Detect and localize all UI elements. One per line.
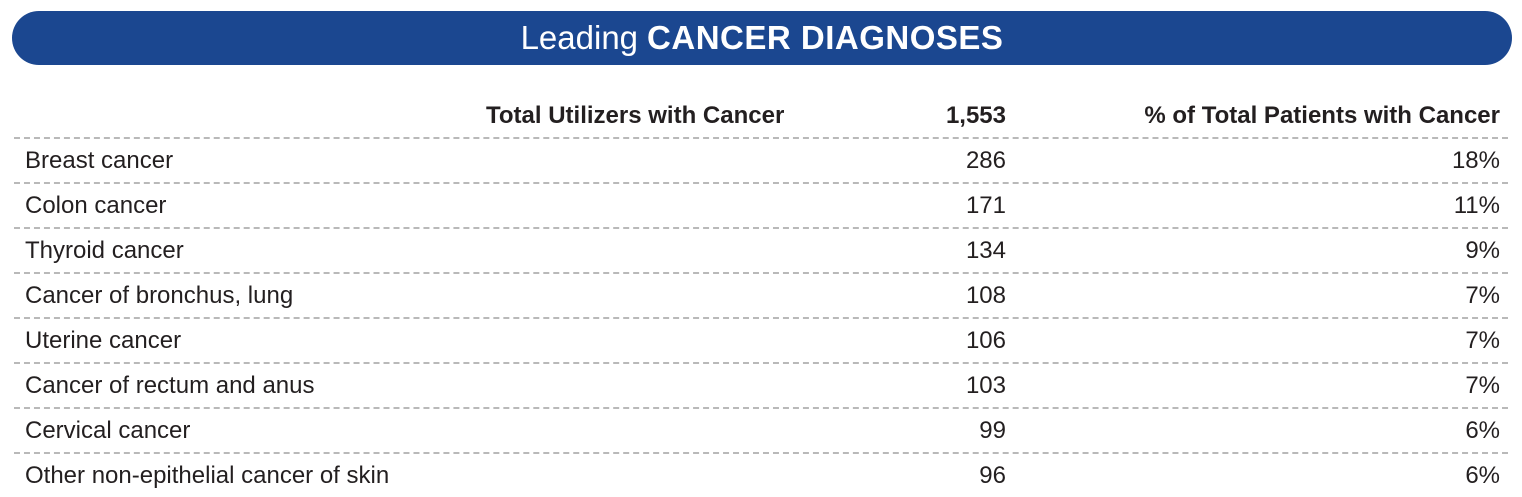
title-bold: CANCER DIAGNOSES [647,19,1004,56]
diagnoses-table: Total Utilizers with Cancer 1,553 % of T… [14,94,1508,497]
title-banner: Leading CANCER DIAGNOSES [12,11,1512,65]
diagnosis-name: Cervical cancer [25,417,191,444]
table-row: Cancer of rectum and anus 103 7% [14,364,1508,409]
diagnosis-count: 286 [965,147,1006,174]
diagnosis-percent: 18% [1451,147,1500,174]
diagnosis-percent: 7% [1465,327,1500,354]
diagnosis-count: 99 [979,417,1006,444]
diagnosis-percent: 9% [1465,237,1500,264]
diagnosis-count: 106 [965,327,1006,354]
diagnosis-percent: 11% [1453,192,1500,219]
table-row: Colon cancer 171 11% [14,184,1508,229]
header-percent-label: % of Total Patients with Cancer [1144,102,1500,129]
table-row: Thyroid cancer 134 9% [14,229,1508,274]
diagnosis-percent: 7% [1465,372,1500,399]
table-row: Other non-epithelial cancer of skin 96 6… [14,454,1508,497]
diagnosis-count: 108 [965,282,1006,309]
table-row: Uterine cancer 106 7% [14,319,1508,364]
diagnosis-percent: 6% [1465,417,1500,444]
diagnosis-count: 134 [965,237,1006,264]
title-light: Leading [520,19,639,56]
diagnosis-name: Breast cancer [25,147,174,174]
diagnosis-name: Cancer of bronchus, lung [25,282,294,309]
diagnosis-name: Thyroid cancer [25,237,184,264]
diagnosis-name: Cancer of rectum and anus [25,372,315,399]
diagnosis-count: 96 [979,462,1006,489]
table-row: Cervical cancer 99 6% [14,409,1508,454]
diagnosis-name: Other non-epithelial cancer of skin [25,462,390,489]
diagnosis-percent: 6% [1465,462,1500,489]
header-total-utilizers-label: Total Utilizers with Cancer [486,102,785,129]
diagnosis-count: 103 [965,372,1006,399]
table-row: Breast cancer 286 18% [14,139,1508,184]
table-row: Cancer of bronchus, lung 108 7% [14,274,1508,319]
diagnosis-name: Colon cancer [25,192,167,219]
diagnosis-percent: 7% [1465,282,1500,309]
diagnosis-name: Uterine cancer [25,327,182,354]
header-total-count: 1,553 [945,102,1006,129]
diagnosis-count: 171 [965,192,1006,219]
table-header-row: Total Utilizers with Cancer 1,553 % of T… [14,94,1508,139]
